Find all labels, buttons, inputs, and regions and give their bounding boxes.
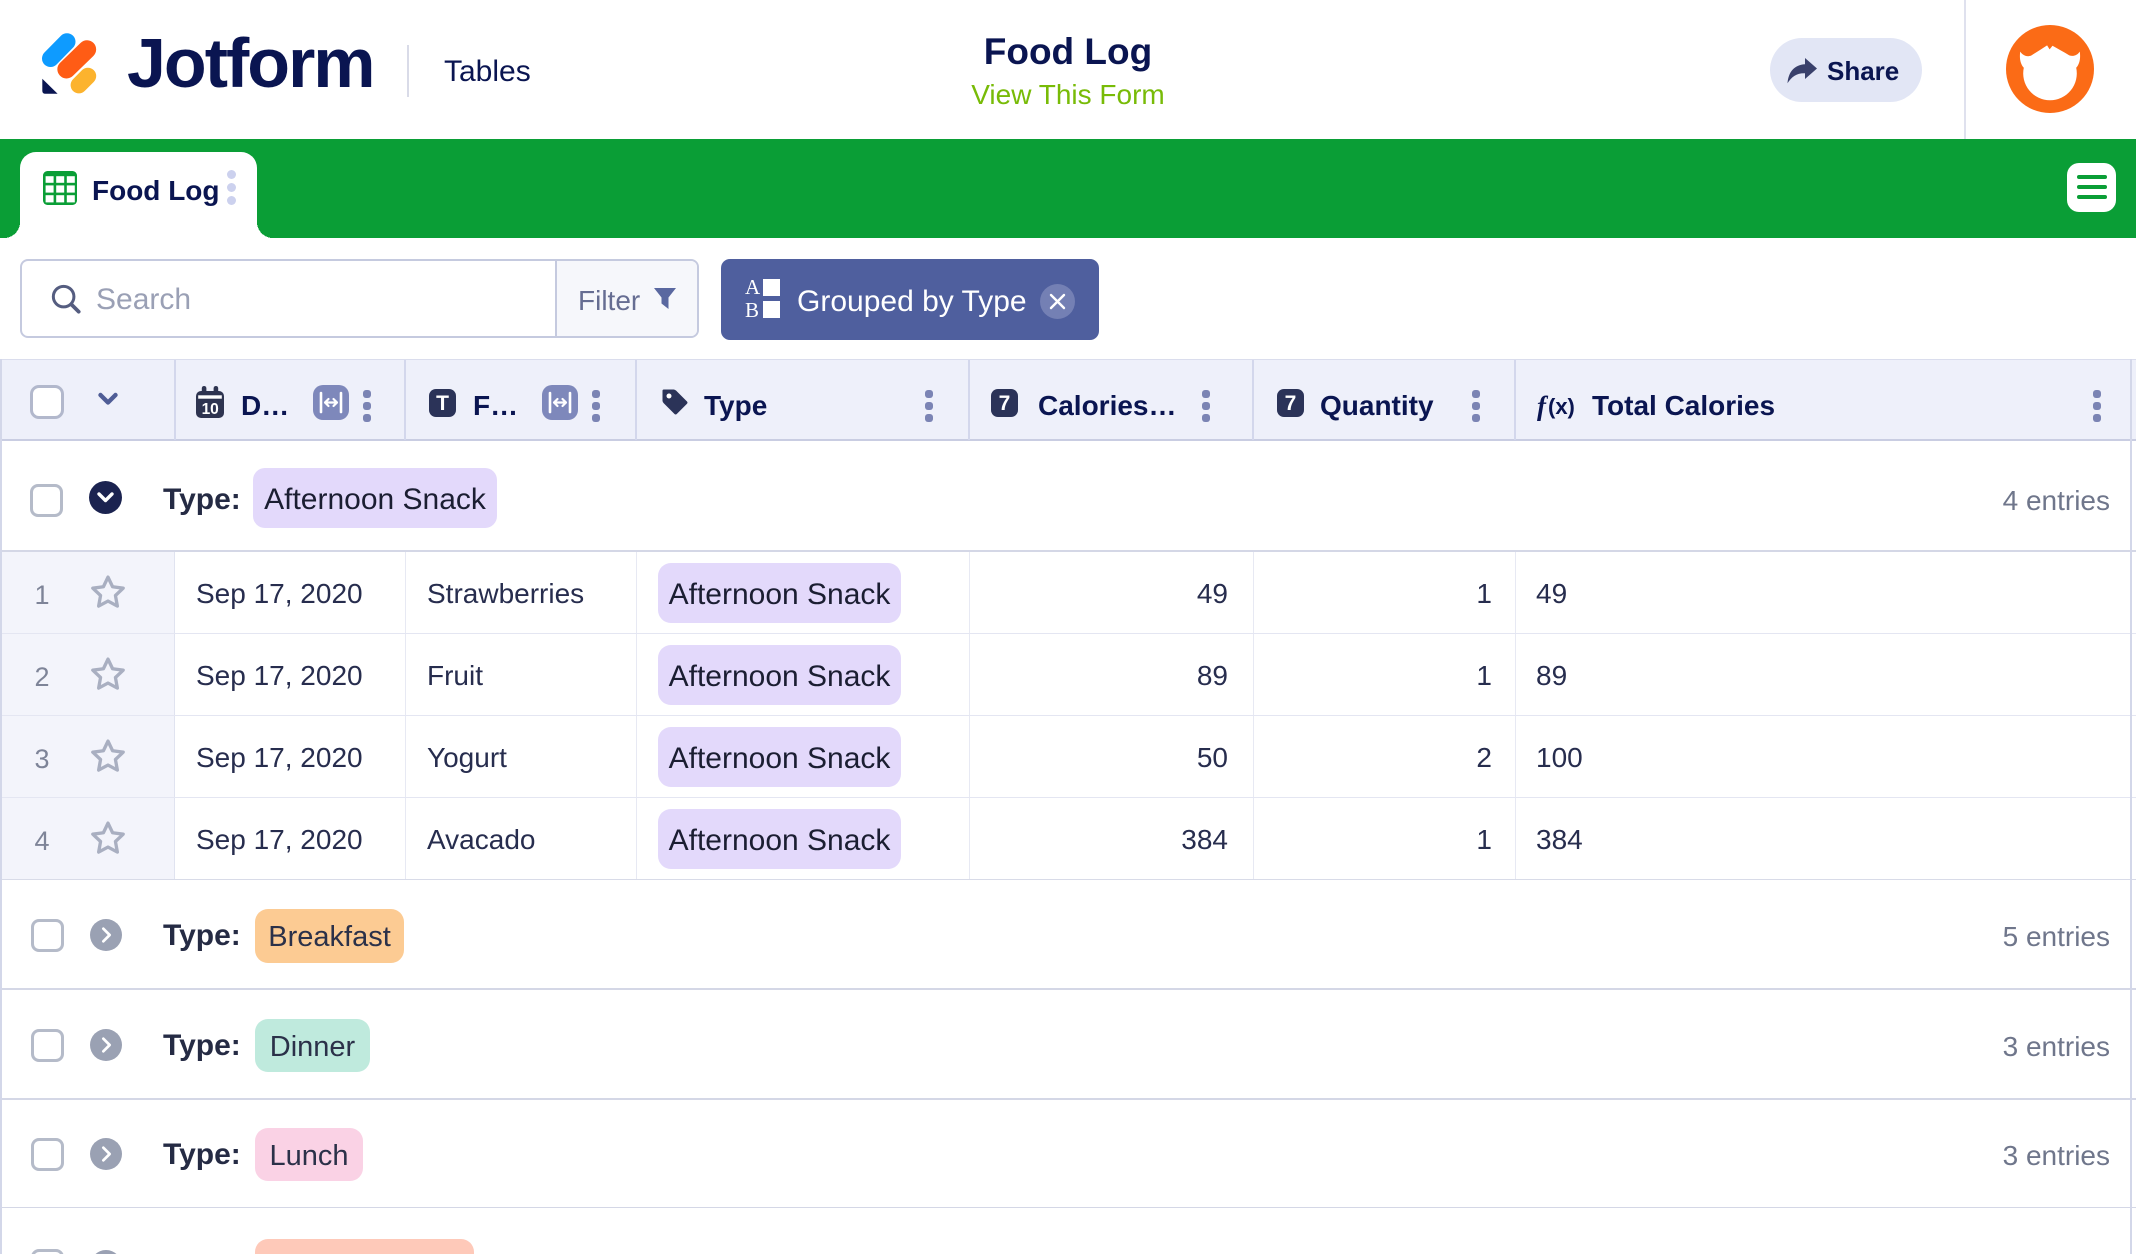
svg-text:10: 10	[202, 401, 219, 418]
